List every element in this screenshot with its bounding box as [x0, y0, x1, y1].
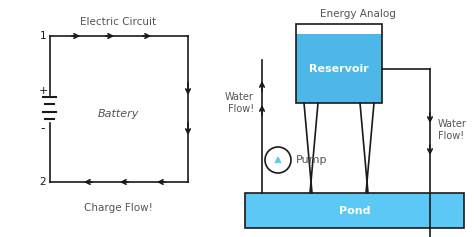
Bar	[296, 24, 382, 103]
Text: 1: 1	[39, 31, 46, 41]
Circle shape	[265, 147, 291, 173]
Text: +: +	[38, 86, 48, 96]
Text: Battery: Battery	[97, 109, 139, 119]
Text: Electric Circuit: Electric Circuit	[80, 17, 156, 27]
Bar	[245, 193, 464, 228]
Text: Water
Flow!: Water Flow!	[438, 119, 467, 141]
Text: 2: 2	[39, 177, 46, 187]
Bar	[296, 34, 382, 103]
Text: Pump: Pump	[296, 155, 328, 165]
Text: Reservoir: Reservoir	[309, 64, 369, 73]
Text: Energy Analog: Energy Analog	[320, 9, 396, 19]
Text: Charge Flow!: Charge Flow!	[83, 203, 153, 213]
Text: Pond: Pond	[339, 205, 370, 215]
Text: Water
Flow!: Water Flow!	[225, 92, 254, 114]
Text: -: -	[41, 123, 45, 136]
Bar	[296, 24, 382, 34]
